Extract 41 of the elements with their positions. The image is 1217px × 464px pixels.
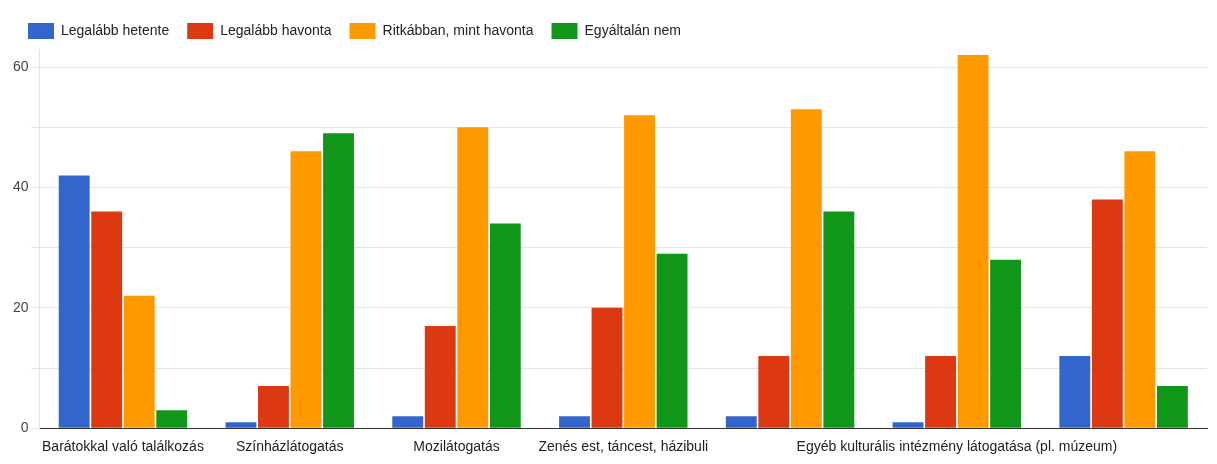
legend-label: Egyáltalán nem xyxy=(584,21,682,38)
y-tick-label: 40 xyxy=(12,178,29,195)
bar xyxy=(457,127,489,428)
bar xyxy=(892,422,924,428)
legend-label: Legalább havonta xyxy=(220,21,332,38)
bar xyxy=(225,422,257,428)
bar xyxy=(156,410,188,428)
bar xyxy=(123,295,155,428)
x-tick-label: Egyéb kulturális intézmény látogatása (pl. múzeum) xyxy=(796,438,1118,455)
x-tick-label: Mozilátogatás xyxy=(413,438,500,455)
legend-label: Legalább hetente xyxy=(61,21,170,38)
bar xyxy=(656,253,688,428)
bar xyxy=(1091,199,1123,428)
bar xyxy=(990,259,1022,428)
bar xyxy=(559,416,590,428)
legend-label: Ritkábban, mint havonta xyxy=(382,21,534,38)
bar xyxy=(725,416,757,428)
bar xyxy=(392,416,424,428)
bar xyxy=(290,151,322,428)
y-tick-label: 60 xyxy=(12,57,29,74)
bar xyxy=(758,355,790,428)
bar xyxy=(323,133,354,428)
bar xyxy=(957,55,989,428)
bar xyxy=(1124,151,1156,428)
bar xyxy=(258,386,289,428)
bar xyxy=(489,223,521,428)
y-tick-label: 0 xyxy=(20,419,29,436)
y-tick-label: 20 xyxy=(12,298,29,315)
bar xyxy=(91,211,123,428)
bar xyxy=(823,211,855,428)
bar xyxy=(925,355,957,428)
bar xyxy=(624,115,655,428)
bar xyxy=(790,109,822,428)
bar xyxy=(58,175,90,428)
bar xyxy=(1059,355,1091,428)
bar xyxy=(1156,386,1188,428)
x-tick-label: Zenés est, táncest, házibuli xyxy=(538,438,709,455)
bar xyxy=(424,325,456,428)
x-tick-label: Barátokkal való találkozás xyxy=(42,438,204,455)
bar xyxy=(591,307,623,428)
x-tick-label: Színházlátogatás xyxy=(236,438,344,455)
